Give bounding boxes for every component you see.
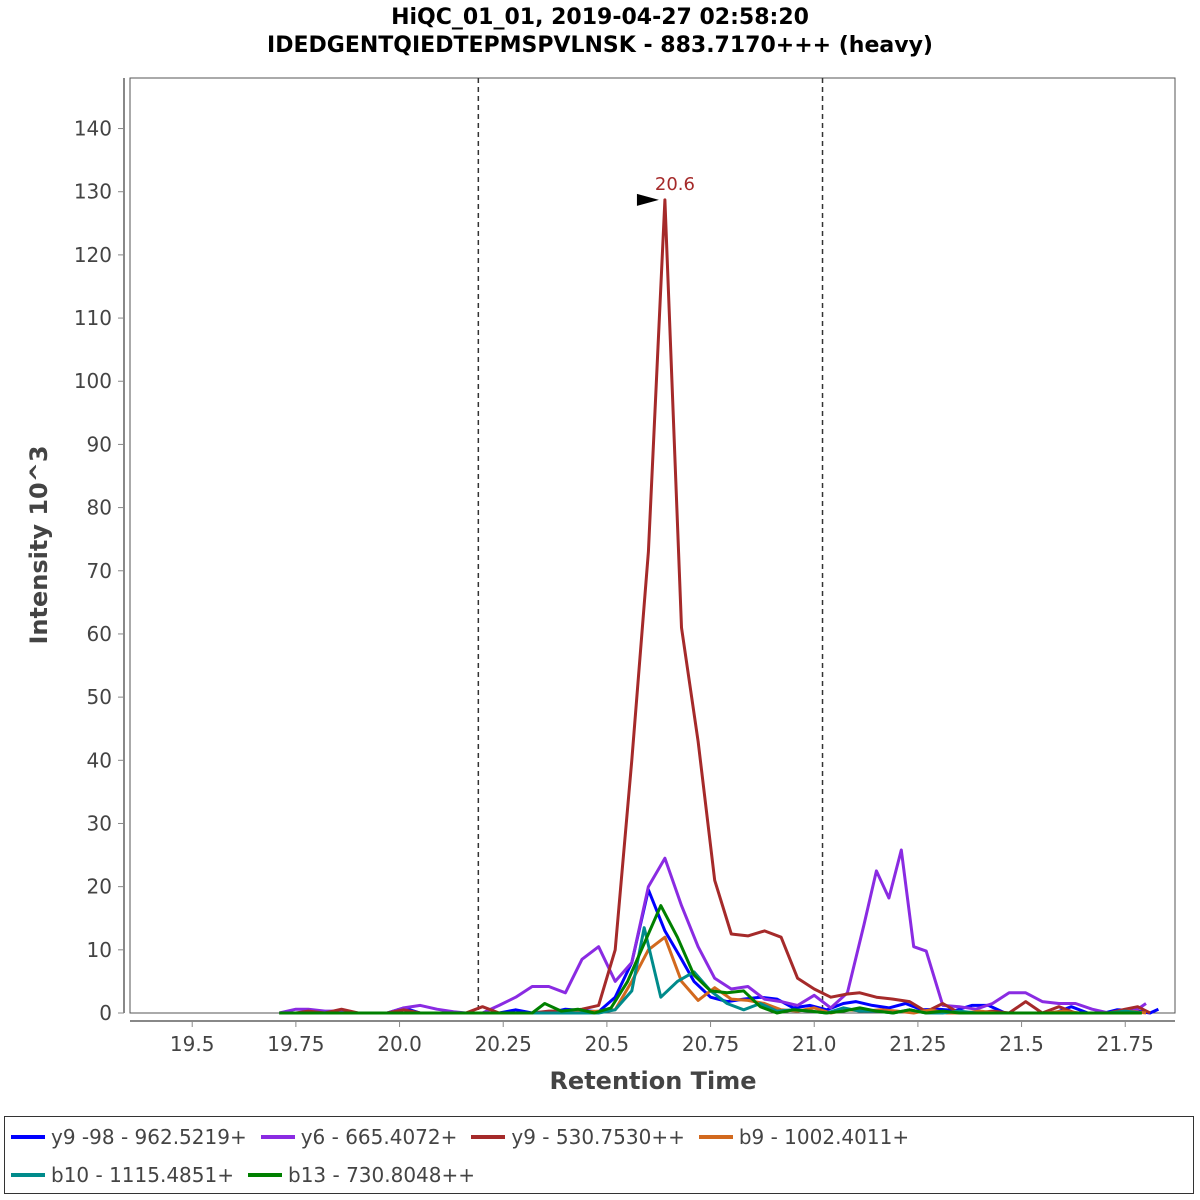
legend-label: b10 - 1115.4851+: [51, 1163, 234, 1187]
y-tick-label: 100: [74, 369, 112, 393]
x-tick-label: 20.0: [377, 1032, 422, 1056]
x-tick-label: 20.25: [475, 1032, 532, 1056]
x-axis-ticks: 19.5 19.75 20.0 20.25 20.5 20.75 21.0 21.25 21.5…: [170, 1021, 1154, 1056]
y-tick-label: 110: [74, 306, 112, 330]
legend-swatch: [471, 1135, 506, 1139]
x-tick-label: 20.75: [682, 1032, 739, 1056]
legend-swatch: [248, 1173, 282, 1177]
peak-arrow: [636, 193, 659, 206]
legend-label: b13 - 730.8048++: [288, 1163, 476, 1187]
y-tick-label: 70: [87, 559, 112, 583]
legend-item: b9 - 1002.4011+: [698, 1125, 910, 1149]
chart-subtitle: IDEDGENTQIEDTEPMSPVLNSK - 883.7170+++ (h…: [267, 33, 933, 58]
y-axis-ticks: 0 10 20 30 40 50 60 70 80 90 100 110 120 130 140: [74, 117, 124, 1025]
legend-swatch: [260, 1135, 295, 1139]
plot-area: [129, 77, 1176, 1014]
legend-item: y6 - 665.4072+: [260, 1125, 458, 1149]
x-tick-label: 19.5: [170, 1032, 215, 1056]
chart-title: HiQC_01_01, 2019-04-27 02:58:20: [391, 5, 809, 30]
y-tick-label: 0: [99, 1001, 112, 1025]
legend-item: b10 - 1115.4851+: [11, 1163, 234, 1187]
x-tick-label: 21.25: [889, 1032, 946, 1056]
y-tick-label: 30: [87, 811, 112, 835]
x-tick-label: 21.5: [999, 1032, 1044, 1056]
series-lines: [278, 198, 1160, 1015]
y-tick-label: 140: [74, 117, 112, 141]
series-line: [279, 904, 1142, 1015]
y-tick-label: 60: [87, 622, 112, 646]
legend-label: y9 - 530.7530++: [511, 1125, 685, 1149]
legend-item: y9 - 530.7530++: [471, 1125, 685, 1149]
y-tick-label: 50: [87, 685, 112, 709]
y-tick-label: 130: [74, 180, 112, 204]
series-line: [278, 848, 1147, 1015]
y-tick-label: 10: [87, 938, 112, 962]
legend-item: y9 -98 - 962.5219+: [11, 1125, 247, 1149]
legend-swatch: [698, 1135, 733, 1139]
y-tick-label: 90: [87, 432, 112, 456]
peak-label: 20.6: [655, 174, 695, 195]
x-tick-label: 21.75: [1097, 1032, 1154, 1056]
peak-annotation: 20.6: [636, 174, 695, 206]
legend-swatch: [11, 1135, 45, 1139]
x-tick-label: 19.75: [267, 1032, 324, 1056]
legend-label: b9 - 1002.4011+: [738, 1125, 910, 1149]
legend: y9 -98 - 962.5219+ y6 - 665.4072+ y9 - 5…: [4, 1116, 1194, 1194]
legend-label: y6 - 665.4072+: [300, 1125, 458, 1149]
y-tick-label: 120: [74, 243, 112, 267]
legend-label: y9 -98 - 962.5219+: [51, 1125, 247, 1149]
y-tick-label: 80: [87, 496, 112, 520]
y-tick-label: 20: [87, 875, 112, 899]
legend-item: b13 - 730.8048++: [248, 1163, 475, 1187]
integration-boundaries: [477, 78, 824, 1013]
x-tick-label: 21.0: [792, 1032, 837, 1056]
legend-swatch: [11, 1173, 45, 1177]
y-tick-label: 40: [87, 748, 112, 772]
x-axis-label: Retention Time: [549, 1067, 756, 1095]
y-axis-label: Intensity 10^3: [25, 445, 53, 644]
x-tick-label: 20.5: [585, 1032, 630, 1056]
